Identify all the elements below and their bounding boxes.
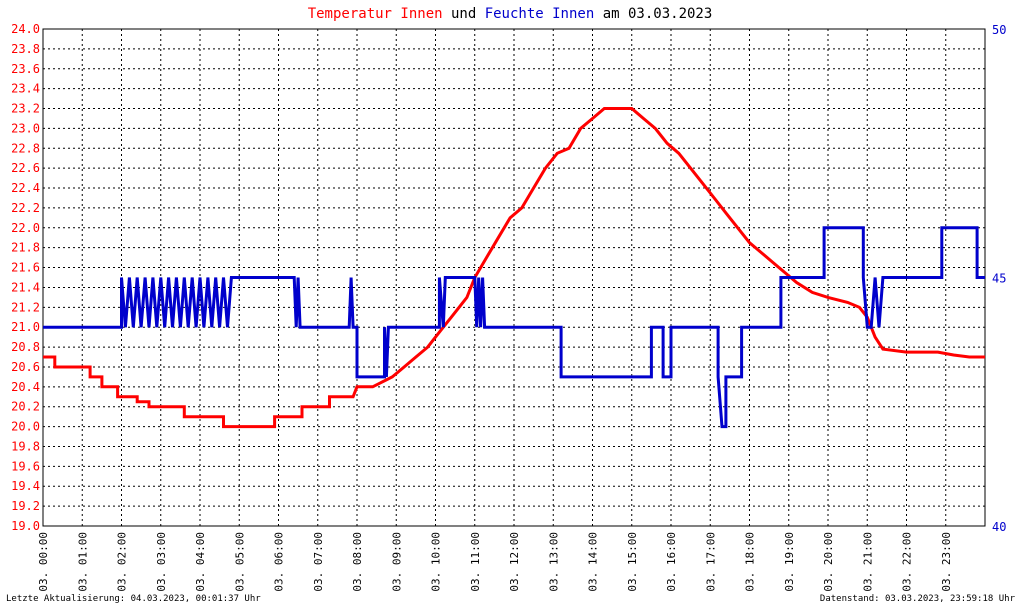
x-tick-label: 03. 17:00 [704,532,717,592]
series-layer [43,107,985,429]
y-left-tick-label: 23.8 [11,42,40,56]
x-tick-label: 03. 20:00 [822,532,835,592]
y-left-tick-label: 22.2 [11,201,40,215]
y-left-tick-label: 22.4 [11,181,40,195]
y-right-tick-label: 40 [992,520,1006,534]
title-humidity: Feuchte Innen [485,6,595,22]
y-left-tick-label: 20.8 [11,340,40,354]
y-left-tick-label: 23.6 [11,62,40,76]
x-tick-label: 03. 09:00 [390,532,403,592]
y-left-tick-label: 20.6 [11,360,40,374]
x-tick-label: 03. 13:00 [547,532,560,592]
left-axis-ticks: 19.0 19.2 19.4 19.6 19.8 20.0 20.2 20.4 20.6 20.8… [11,22,40,533]
y-left-tick-label: 23.0 [11,121,40,135]
x-tick-label: 03. 04:00 [194,532,207,592]
x-tick-label: 03. 16:00 [665,532,678,592]
x-tick-label: 03. 08:00 [351,532,364,592]
y-left-tick-label: 24.0 [11,22,40,36]
y-left-tick-label: 20.4 [11,380,40,394]
y-left-tick-label: 23.2 [11,102,40,116]
y-left-tick-label: 22.6 [11,161,40,175]
x-tick-label: 03. 00:00 [37,532,50,592]
x-tick-label: 03. 22:00 [901,532,914,592]
y-left-tick-label: 19.0 [11,519,40,533]
x-tick-label: 03. 01:00 [76,532,89,592]
y-left-tick-label: 20.2 [11,400,40,414]
footer-data-status: Datenstand: 03.03.2023, 23:59:18 Uhr [820,594,1016,604]
x-axis-ticks: 03. 00:00 03. 01:00 03. 02:00 03. 03:00 03. … [37,532,953,592]
footer-last-update: Letzte Aktualisierung: 04.03.2023, 00:01… [6,594,261,604]
title-date: am 03.03.2023 [594,6,712,22]
y-left-tick-label: 21.4 [11,280,40,294]
humidity-series-line [43,226,985,429]
x-tick-label: 03. 03:00 [155,532,168,592]
x-tick-label: 03. 11:00 [469,532,482,592]
x-tick-label: 03. 21:00 [861,532,874,592]
y-left-tick-label: 22.8 [11,141,40,155]
x-tick-label: 03. 06:00 [273,532,286,592]
x-tick-label: 03. 15:00 [626,532,639,592]
title-temperature: Temperatur Innen [308,6,443,22]
y-left-tick-label: 21.2 [11,300,40,314]
chart-title: Temperatur Innen und Feuchte Innen am 03… [308,6,713,22]
y-left-tick-label: 23.4 [11,82,40,96]
title-und: und [443,6,485,22]
x-tick-label: 03. 05:00 [233,532,246,592]
x-tick-label: 03. 02:00 [116,532,129,592]
y-left-tick-label: 20.0 [11,420,40,434]
x-tick-label: 03. 14:00 [587,532,600,592]
x-tick-label: 03. 18:00 [744,532,757,592]
y-right-tick-label: 50 [992,23,1006,37]
x-tick-label: 03. 10:00 [430,532,443,592]
y-left-tick-label: 19.8 [11,439,40,453]
y-right-tick-label: 45 [992,272,1006,286]
y-left-tick-label: 19.6 [11,459,40,473]
y-left-tick-label: 22.0 [11,221,40,235]
y-left-tick-label: 21.8 [11,241,40,255]
x-tick-label: 03. 07:00 [312,532,325,592]
right-axis-ticks: 40 45 50 [992,23,1006,534]
y-left-tick-label: 19.2 [11,499,40,513]
y-left-tick-label: 19.4 [11,479,40,493]
x-tick-label: 03. 19:00 [783,532,796,592]
y-left-tick-label: 21.6 [11,261,40,275]
x-tick-label: 03. 12:00 [508,532,521,592]
temperature-series-line [43,107,985,429]
y-left-tick-label: 21.0 [11,320,40,334]
x-tick-label: 03. 23:00 [940,532,953,592]
